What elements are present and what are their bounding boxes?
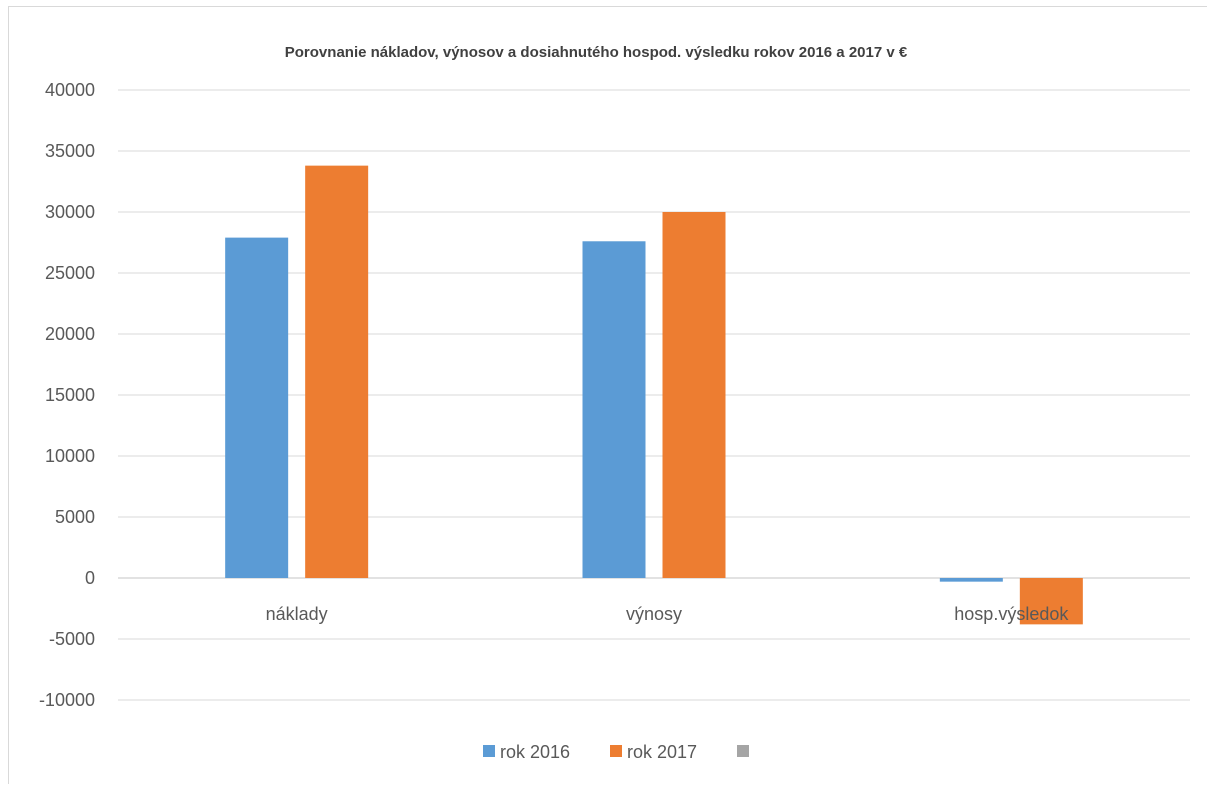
- category-label: výnosy: [626, 604, 682, 624]
- chart-title: Porovnanie nákladov, výnosov a dosiahnut…: [285, 44, 908, 61]
- y-tick-label: 35000: [45, 141, 95, 161]
- y-tick-label: 25000: [45, 263, 95, 283]
- bar-rok-2016-0: [225, 237, 289, 578]
- y-tick-label: 10000: [45, 446, 95, 466]
- legend-swatch: [610, 745, 622, 757]
- bar-rok-2016-1: [582, 241, 646, 578]
- bar-rok-2017-1: [662, 212, 726, 578]
- legend-swatch: [737, 745, 749, 757]
- bar-rok-2016-2: [939, 578, 1003, 582]
- y-axis-tick-labels: 40000 35000 30000 25000 20000 15000 10000 5000 0…: [39, 80, 95, 710]
- y-tick-label: -5000: [49, 629, 95, 649]
- gridlines: [118, 89, 1190, 701]
- legend-label: rok 2017: [627, 742, 697, 762]
- bars: [225, 165, 1083, 625]
- y-tick-label: 0: [85, 568, 95, 588]
- y-tick-label: 40000: [45, 80, 95, 100]
- legend-swatch: [483, 745, 495, 757]
- category-label: hosp.výsledok: [954, 604, 1069, 624]
- y-tick-label: 30000: [45, 202, 95, 222]
- y-tick-label: 20000: [45, 324, 95, 344]
- legend-label: rok 2016: [500, 742, 570, 762]
- bar-rok-2017-2: [1019, 578, 1083, 625]
- y-tick-label: 5000: [55, 507, 95, 527]
- y-tick-label: 15000: [45, 385, 95, 405]
- bar-rok-2017-0: [305, 165, 369, 578]
- category-label: náklady: [266, 604, 328, 624]
- category-labels: náklady výnosy hosp.výsledok: [266, 604, 1070, 624]
- y-tick-label: -10000: [39, 690, 95, 710]
- legend: rok 2016 rok 2017: [483, 742, 749, 762]
